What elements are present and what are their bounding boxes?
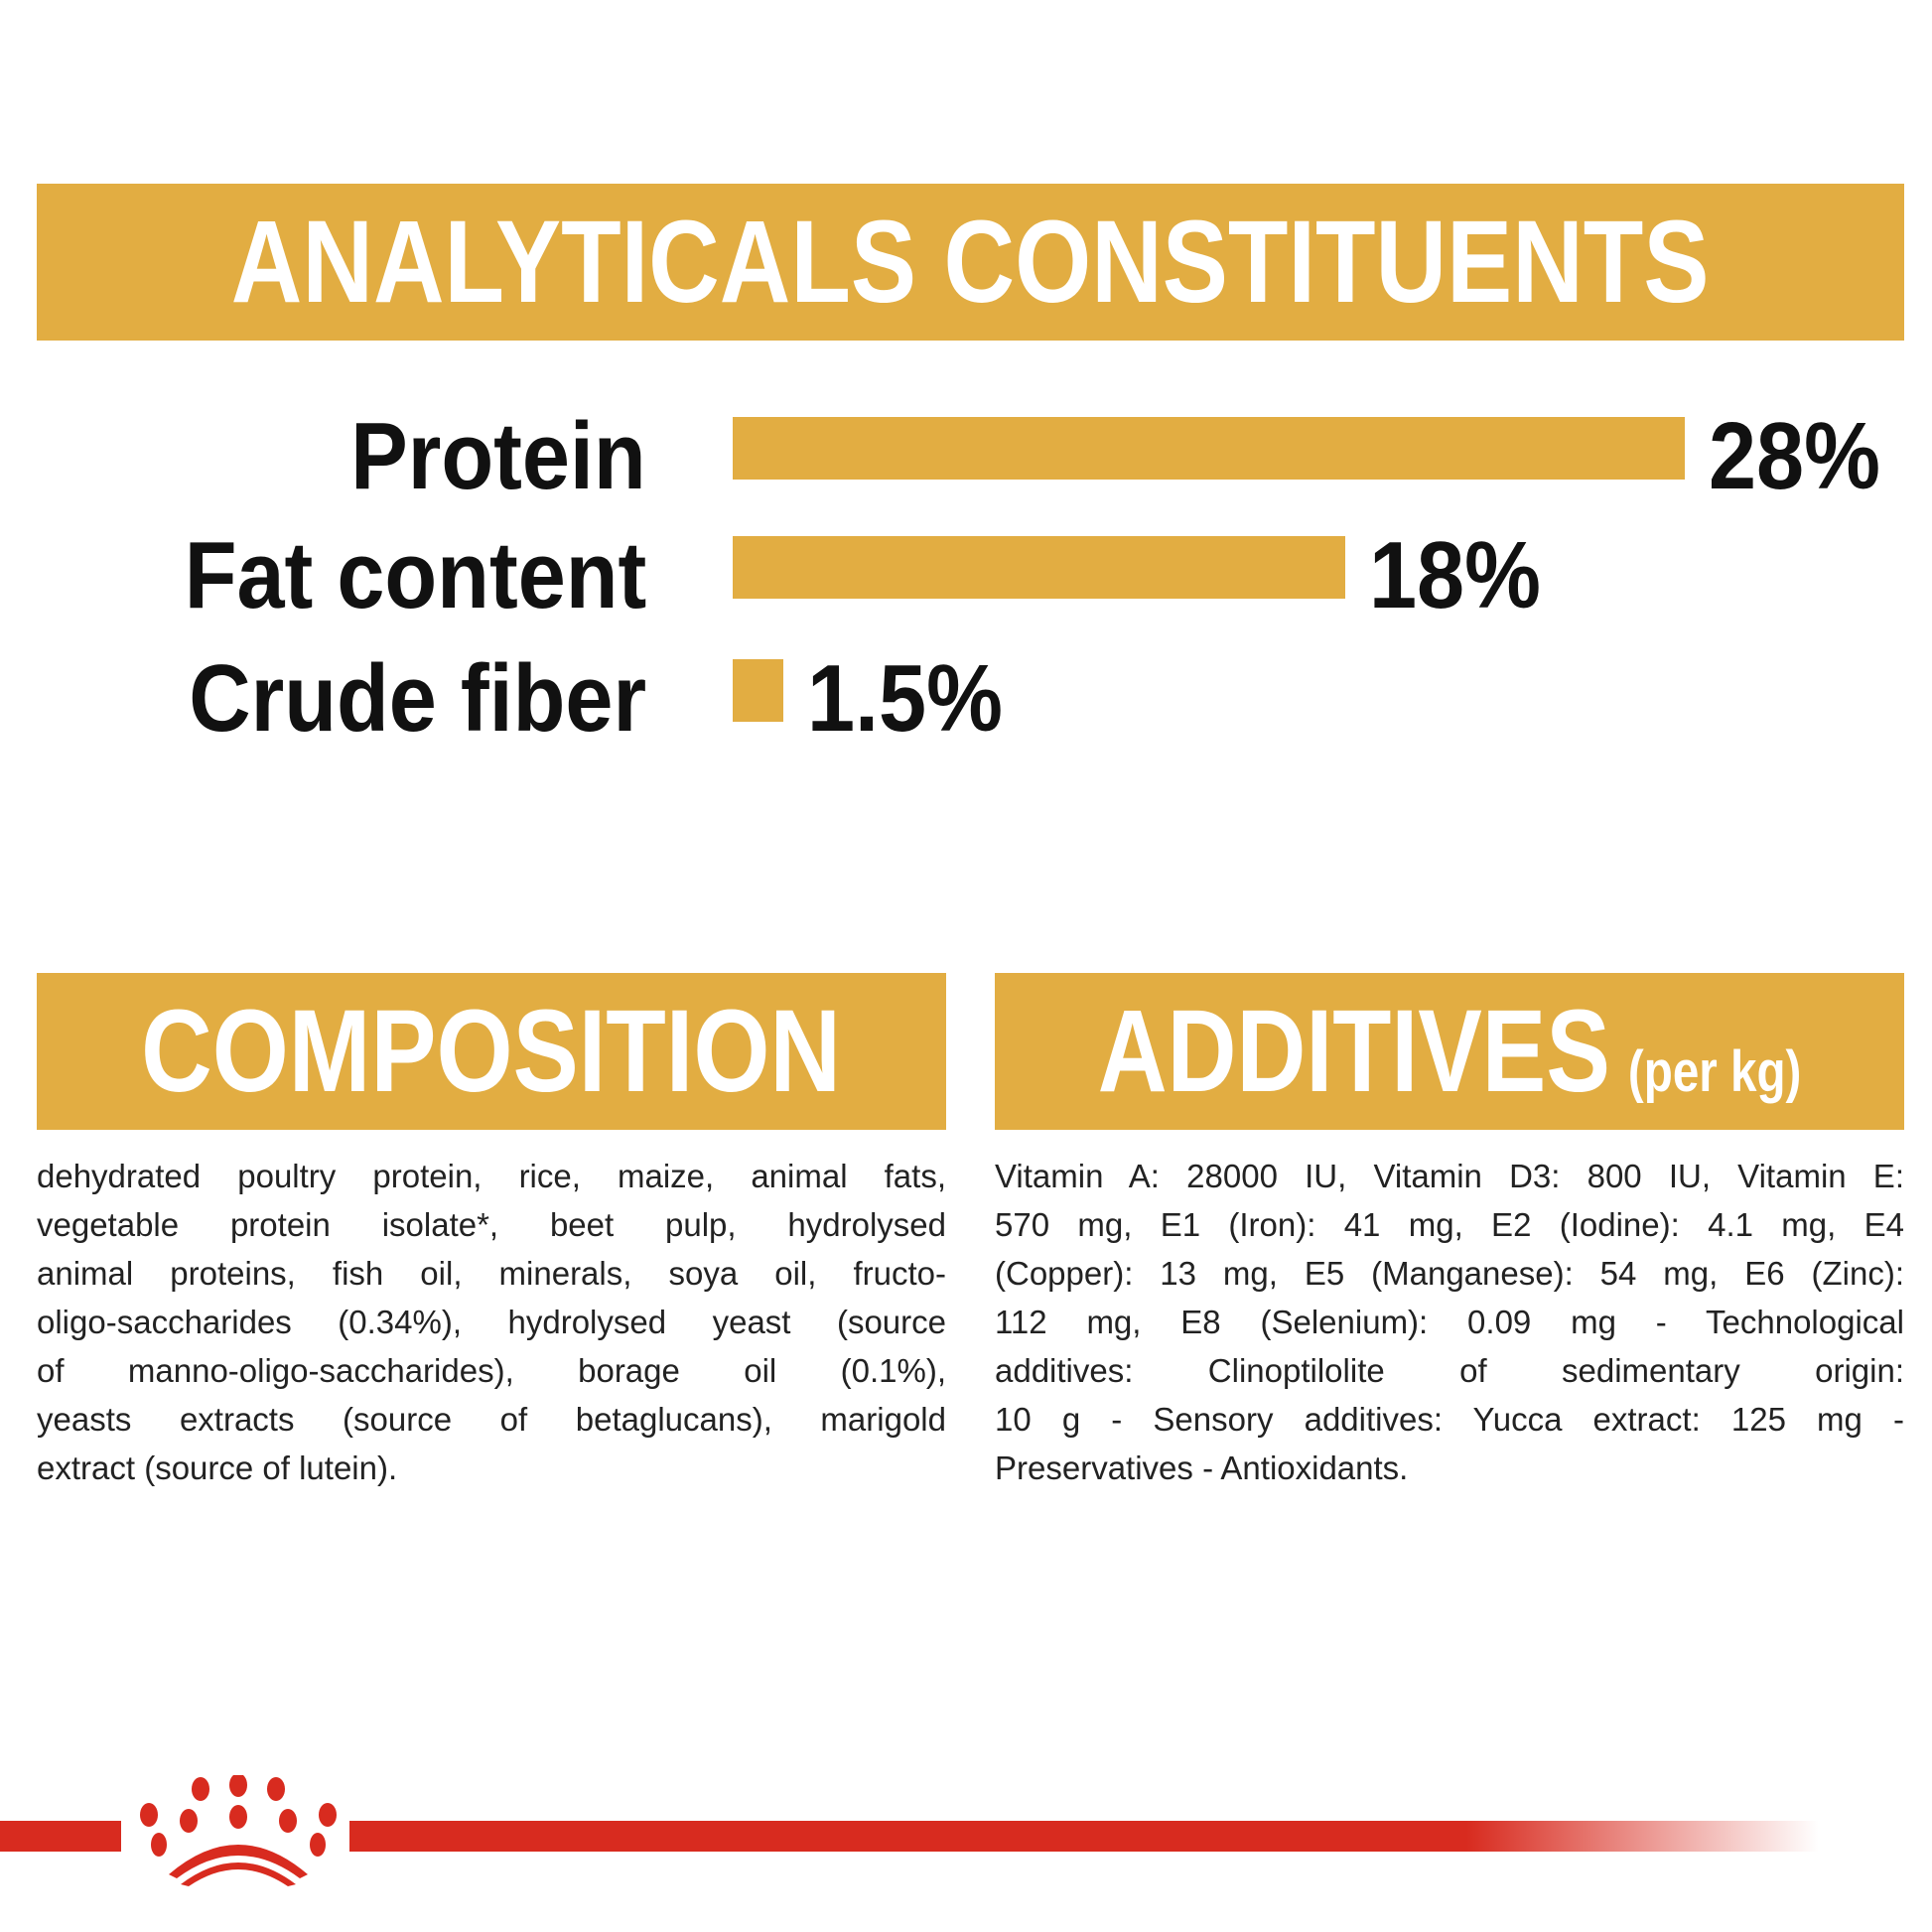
analytical-constituents-header: ANALYTICALS CONSTITUENTS bbox=[37, 184, 1904, 341]
constituent-label: Crude fiber bbox=[189, 645, 646, 752]
constituent-label: Protein bbox=[350, 403, 646, 509]
text-line: Vitamin A: 28000 IU, Vitamin D3: 800 IU,… bbox=[995, 1158, 1904, 1194]
text-line: animal proteins, fish oil, minerals, soy… bbox=[37, 1255, 946, 1292]
constituent-value: 28% bbox=[1709, 403, 1880, 509]
text-line: 112 mg, E8 (Selenium): 0.09 mg - Technol… bbox=[995, 1304, 1904, 1340]
brand-stripe-right bbox=[349, 1821, 1819, 1852]
text-line: vegetable protein isolate*, beet pulp, h… bbox=[37, 1206, 946, 1243]
constituent-bar bbox=[733, 417, 1685, 480]
constituent-value: 1.5% bbox=[807, 645, 1004, 752]
additives-text: Vitamin A: 28000 IU, Vitamin D3: 800 IU,… bbox=[995, 1152, 1904, 1492]
text-line: 10 g - Sensory additives: Yucca extract:… bbox=[995, 1401, 1904, 1438]
brand-stripe-left bbox=[0, 1821, 121, 1852]
text-line: oligo-saccharides (0.34%), hydrolysed ye… bbox=[37, 1304, 946, 1340]
constituent-bar bbox=[733, 659, 784, 722]
text-line: additives: Clinoptilolite of sedimentary… bbox=[995, 1352, 1904, 1389]
text-line: dehydrated poultry protein, rice, maize,… bbox=[37, 1158, 946, 1194]
composition-header: COMPOSITION bbox=[37, 973, 946, 1130]
text-line: yeasts extracts (source of betaglucans),… bbox=[37, 1401, 946, 1438]
text-line: of manno-oligo-saccharides), borage oil … bbox=[37, 1352, 946, 1389]
constituent-label: Fat content bbox=[184, 522, 646, 628]
text-line: 570 mg, E1 (Iron): 41 mg, E2 (Iodine): 4… bbox=[995, 1206, 1904, 1243]
section-subtitle: (per kg) bbox=[1627, 1039, 1802, 1104]
additives-header: ADDITIVES (per kg) bbox=[995, 973, 1904, 1130]
text-line: (Copper): 13 mg, E5 (Manganese): 54 mg, … bbox=[995, 1255, 1904, 1292]
constituent-value: 18% bbox=[1368, 522, 1541, 628]
royal-canin-crown-logo bbox=[140, 1775, 337, 1886]
composition-text: dehydrated poultry protein, rice, maize,… bbox=[37, 1152, 946, 1492]
text-line: extract (source of lutein). bbox=[37, 1449, 398, 1486]
section-title: ANALYTICALS CONSTITUENTS bbox=[231, 197, 1710, 328]
section-title: ADDITIVES bbox=[1097, 986, 1610, 1117]
constituent-bar bbox=[733, 536, 1345, 599]
section-title: COMPOSITION bbox=[141, 986, 842, 1117]
text-line: Preservatives - Antioxidants. bbox=[995, 1449, 1409, 1486]
